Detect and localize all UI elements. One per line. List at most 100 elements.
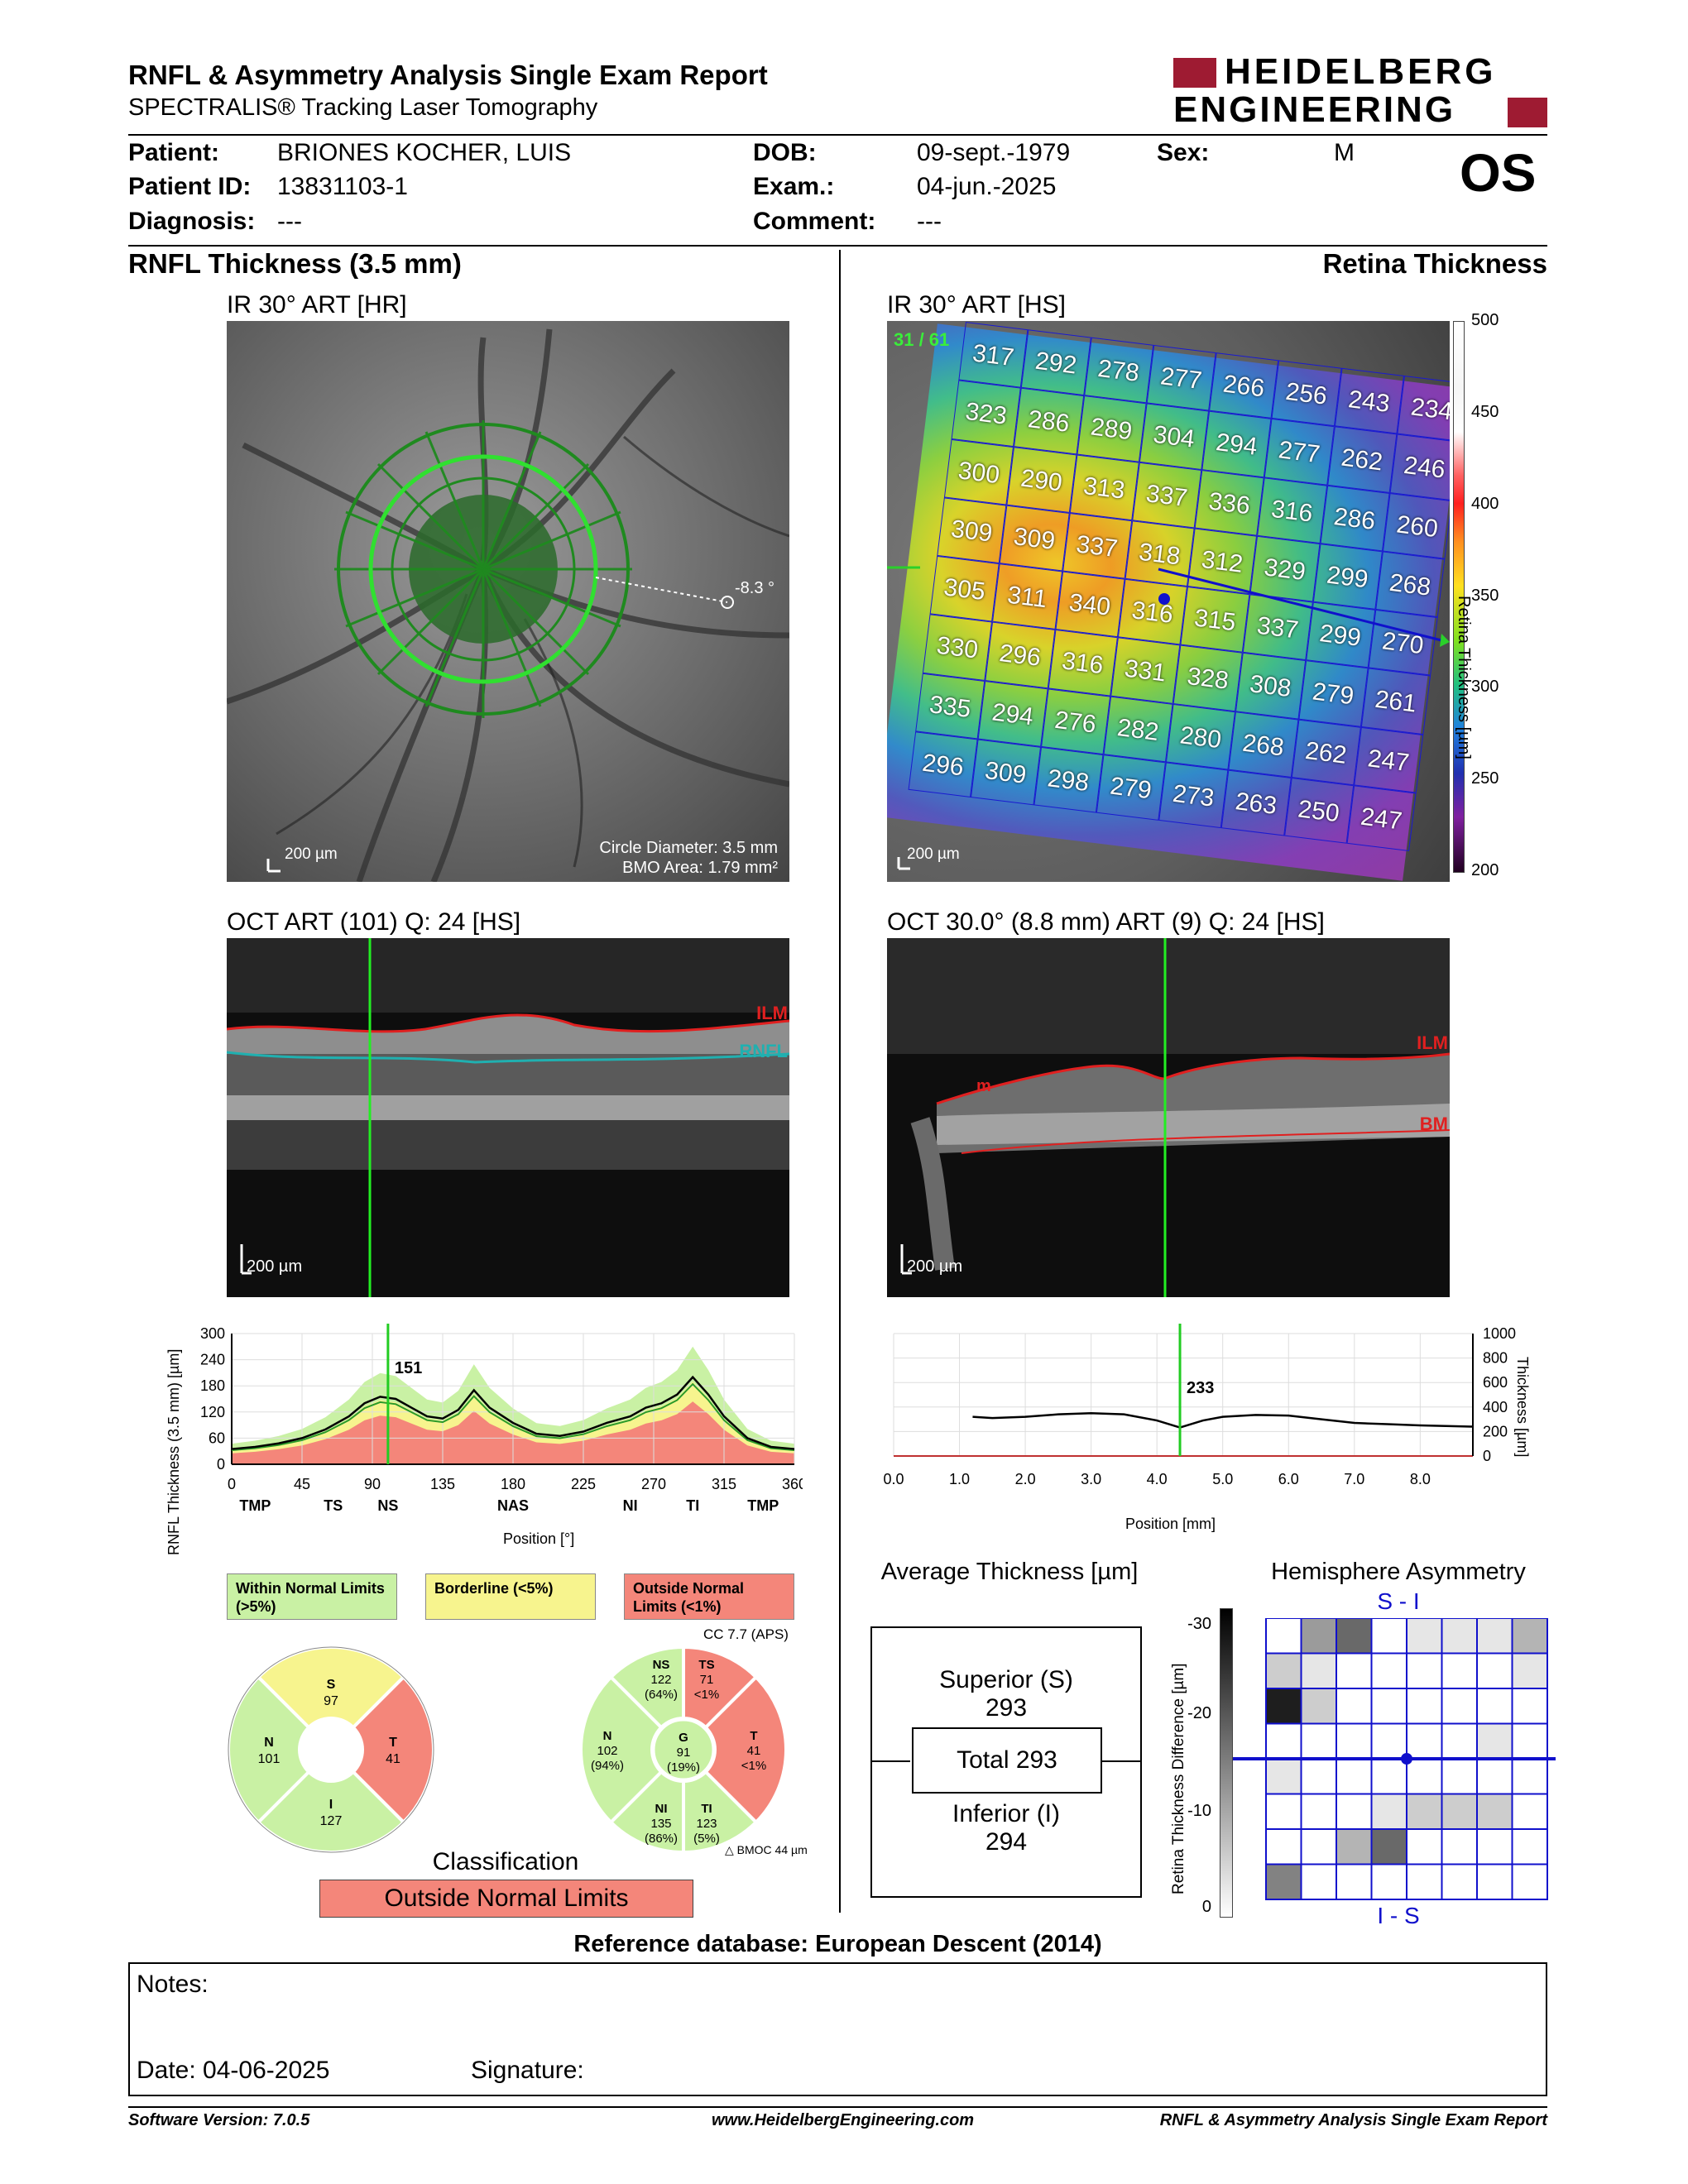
- pie-outline: [228, 1646, 434, 1853]
- sector-label: T: [389, 1736, 397, 1750]
- software-version: Software Version: 7.0.5: [128, 2111, 310, 2129]
- asymmetry-cell: [1336, 1722, 1373, 1760]
- asymmetry-cell: [1265, 1863, 1302, 1900]
- frame-counter: 31 / 61: [894, 329, 950, 350]
- sector-value: 97: [324, 1694, 338, 1708]
- asymmetry-cell: [1370, 1863, 1407, 1900]
- ilm-label: ILM: [756, 1003, 788, 1023]
- m-label: m: [976, 1077, 991, 1095]
- dob-value: 09-sept.-1979: [917, 139, 1071, 166]
- colorbar-tick: 450: [1471, 402, 1499, 421]
- asymmetry-cell: [1511, 1722, 1548, 1760]
- logo-line2: ENGINEERING: [1173, 89, 1456, 130]
- sector-label: NS: [653, 1658, 670, 1672]
- retina-profile-chart: 1000 800 600 400 200 0 0.0 1.0 2.0 3.0 4.0 5.0 6.0 7.…: [883, 1324, 1516, 1487]
- classification-value: Outside Normal Limits: [319, 1880, 693, 1918]
- asymmetry-cell: [1370, 1652, 1407, 1689]
- sector-label: NI: [655, 1802, 668, 1816]
- sex-value: M: [1334, 139, 1355, 166]
- sector-percentile: <1%: [741, 1759, 766, 1773]
- asymmetry-cell: [1300, 1722, 1337, 1760]
- asymmetry-cell: [1476, 1828, 1513, 1866]
- sector-label: N: [264, 1736, 274, 1750]
- sector-label: G: [679, 1731, 688, 1745]
- hemisphere-scale-ticks: -30 -20 -10 0: [1158, 1608, 1216, 1916]
- x-tick-label: 270: [641, 1476, 666, 1492]
- fovea-marker: [1401, 1753, 1412, 1765]
- x-tick-label: 360: [782, 1476, 803, 1492]
- x-tick-label: 135: [430, 1476, 455, 1492]
- asymmetry-cell: [1265, 1618, 1302, 1655]
- sector-g: [652, 1718, 715, 1781]
- angle-label: -8.3 °: [735, 579, 775, 597]
- asymmetry-cell: [1370, 1722, 1407, 1760]
- x-tick-label: 0: [228, 1476, 236, 1492]
- sector-label: NAS: [497, 1497, 529, 1514]
- diagnosis-value: ---: [277, 208, 302, 235]
- classification-label: Classification: [432, 1848, 579, 1875]
- asymmetry-cell: [1476, 1652, 1513, 1689]
- sector-label: N: [603, 1729, 612, 1743]
- sector-label: TI: [701, 1802, 712, 1816]
- total-thickness: Total 293: [912, 1727, 1102, 1794]
- x-tick-label: 4.0: [1147, 1471, 1168, 1487]
- asymmetry-cell: [1336, 1618, 1373, 1655]
- sector-ts: [682, 1645, 759, 1730]
- asymmetry-cell: [1265, 1793, 1302, 1830]
- oct-left-image: ILM RNFL 200 µm: [227, 938, 789, 1297]
- asymmetry-cell: [1300, 1863, 1337, 1900]
- oct-right-scale: 200 µm: [907, 1257, 963, 1276]
- x-tick-label: 6.0: [1278, 1471, 1299, 1487]
- y-tick-label: 200: [1483, 1423, 1508, 1439]
- x-tick-label: 90: [364, 1476, 381, 1492]
- sector-percentile: <1%: [694, 1688, 719, 1702]
- asymmetry-cell: [1300, 1688, 1337, 1725]
- asymmetry-cell: [1511, 1688, 1548, 1725]
- left-section-title: RNFL Thickness (3.5 mm): [128, 248, 462, 279]
- sector-ns: [608, 1645, 685, 1730]
- reference-database: Reference database: European Descent (20…: [573, 1931, 1102, 1957]
- rnfl-profile-ylabel: RNFL Thickness (3.5 mm) [µm]: [165, 1348, 182, 1555]
- asymmetry-cell: [1265, 1688, 1302, 1725]
- signature-field[interactable]: Signature:: [471, 2057, 584, 2084]
- y-tick-label: 600: [1483, 1374, 1508, 1391]
- y-tick-label: 60: [209, 1430, 225, 1446]
- patient-label: Patient:: [128, 139, 220, 166]
- footer-report-title: RNFL & Asymmetry Analysis Single Exam Re…: [1159, 2111, 1547, 2129]
- website-link[interactable]: www.HeidelbergEngineering.com: [712, 2111, 975, 2129]
- x-tick-label: 225: [571, 1476, 596, 1492]
- x-tick-label: 3.0: [1081, 1471, 1101, 1487]
- asymmetry-cell: [1300, 1793, 1337, 1830]
- oct-right-title: OCT 30.0° (8.8 mm) ART (9) Q: 24 [HS]: [887, 908, 1325, 936]
- asymmetry-cell: [1336, 1793, 1373, 1830]
- superior-value: 293: [985, 1694, 1028, 1722]
- colorbar: [1453, 321, 1465, 873]
- oct-right-image: ILM BM m 200 µm: [887, 938, 1450, 1297]
- hemisphere-axis-label: Retina Thickness Difference [µm]: [1170, 1663, 1187, 1894]
- asymmetry-cell: [1511, 1793, 1548, 1830]
- y-tick-label: 0: [1483, 1448, 1491, 1464]
- sector-percentile: (64%): [645, 1688, 678, 1702]
- sector-value: 102: [597, 1744, 617, 1758]
- dob-label: DOB:: [753, 139, 817, 166]
- rnfl-label: RNFL: [739, 1041, 788, 1061]
- asymmetry-cell: [1300, 1828, 1337, 1866]
- notes-date: Date: 04-06-2025: [137, 2057, 330, 2084]
- sector-label: NI: [623, 1497, 638, 1514]
- asymmetry-cell: [1476, 1722, 1513, 1760]
- asymmetry-cell: [1406, 1722, 1443, 1760]
- rnfl-thickness-line: [231, 1375, 795, 1450]
- colorbar-tick: 200: [1471, 861, 1499, 879]
- asymmetry-cell: [1406, 1793, 1443, 1830]
- asymmetry-cell: [1511, 1758, 1548, 1795]
- y-tick-label: 300: [200, 1325, 225, 1342]
- ir-right-title: IR 30° ART [HS]: [887, 291, 1066, 318]
- average-thickness-box: Superior (S) 293 Total 293 Inferior (I) …: [870, 1626, 1142, 1898]
- asymmetry-cell: [1300, 1652, 1337, 1689]
- sector-percentile: (94%): [591, 1759, 624, 1773]
- y-tick-label: 0: [217, 1456, 225, 1473]
- x-tick-label: 7.0: [1344, 1471, 1364, 1487]
- y-tick-label: 400: [1483, 1399, 1508, 1415]
- asymmetry-cell: [1476, 1863, 1513, 1900]
- asymmetry-cell: [1370, 1828, 1407, 1866]
